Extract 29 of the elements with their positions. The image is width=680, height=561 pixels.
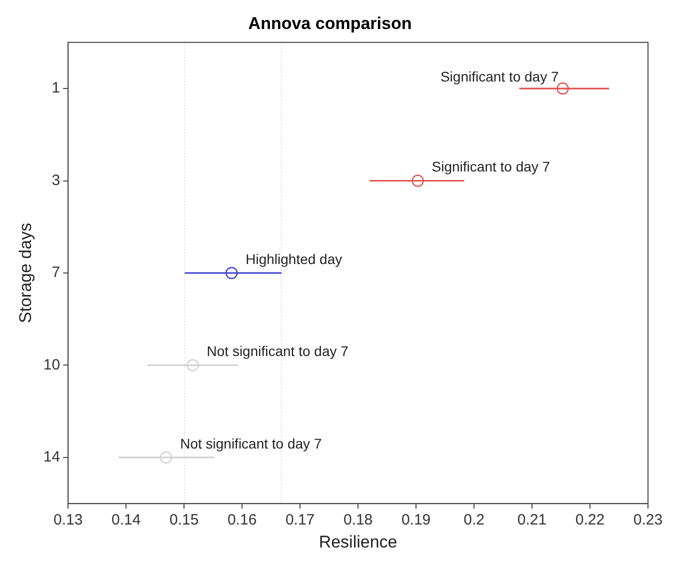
point	[556, 82, 569, 95]
chart-title: Annova comparison	[248, 14, 412, 33]
annotation: Not significant to day 7	[180, 435, 322, 452]
y-axis-title: Storage days	[16, 222, 35, 324]
x-tick-label: 0.14	[111, 512, 141, 529]
x-tick-label: 0.22	[575, 512, 605, 529]
point	[226, 266, 238, 280]
point	[412, 174, 424, 187]
x-tick-label: 0.18	[343, 512, 373, 529]
x-tick-label: 0.21	[517, 512, 547, 529]
annotation: Not significant to day 7	[206, 343, 349, 360]
x-axis-title: Resilience	[318, 532, 398, 552]
x-tick-label: 0.2	[464, 512, 484, 529]
y-tick-label: 14	[43, 448, 60, 466]
y-tick-label: 7	[52, 264, 60, 282]
point	[186, 359, 199, 372]
point	[160, 451, 172, 464]
annotation: Highlighted day	[246, 250, 342, 267]
x-tick-label: 0.23	[633, 512, 663, 529]
x-tick-label: 0.16	[227, 512, 257, 529]
annotation: Significant to day 7	[432, 158, 550, 175]
y-tick-label: 1	[52, 80, 60, 97]
x-tick-label: 0.19	[401, 512, 431, 529]
y-tick-label: 10	[43, 356, 60, 374]
x-tick-label: 0.17	[285, 512, 315, 529]
x-tick-label: 0.15	[169, 512, 199, 529]
x-tick-label: 0.13	[53, 512, 83, 529]
y-tick-label: 3	[52, 172, 60, 189]
annotation: Significant to day 7	[440, 68, 559, 84]
